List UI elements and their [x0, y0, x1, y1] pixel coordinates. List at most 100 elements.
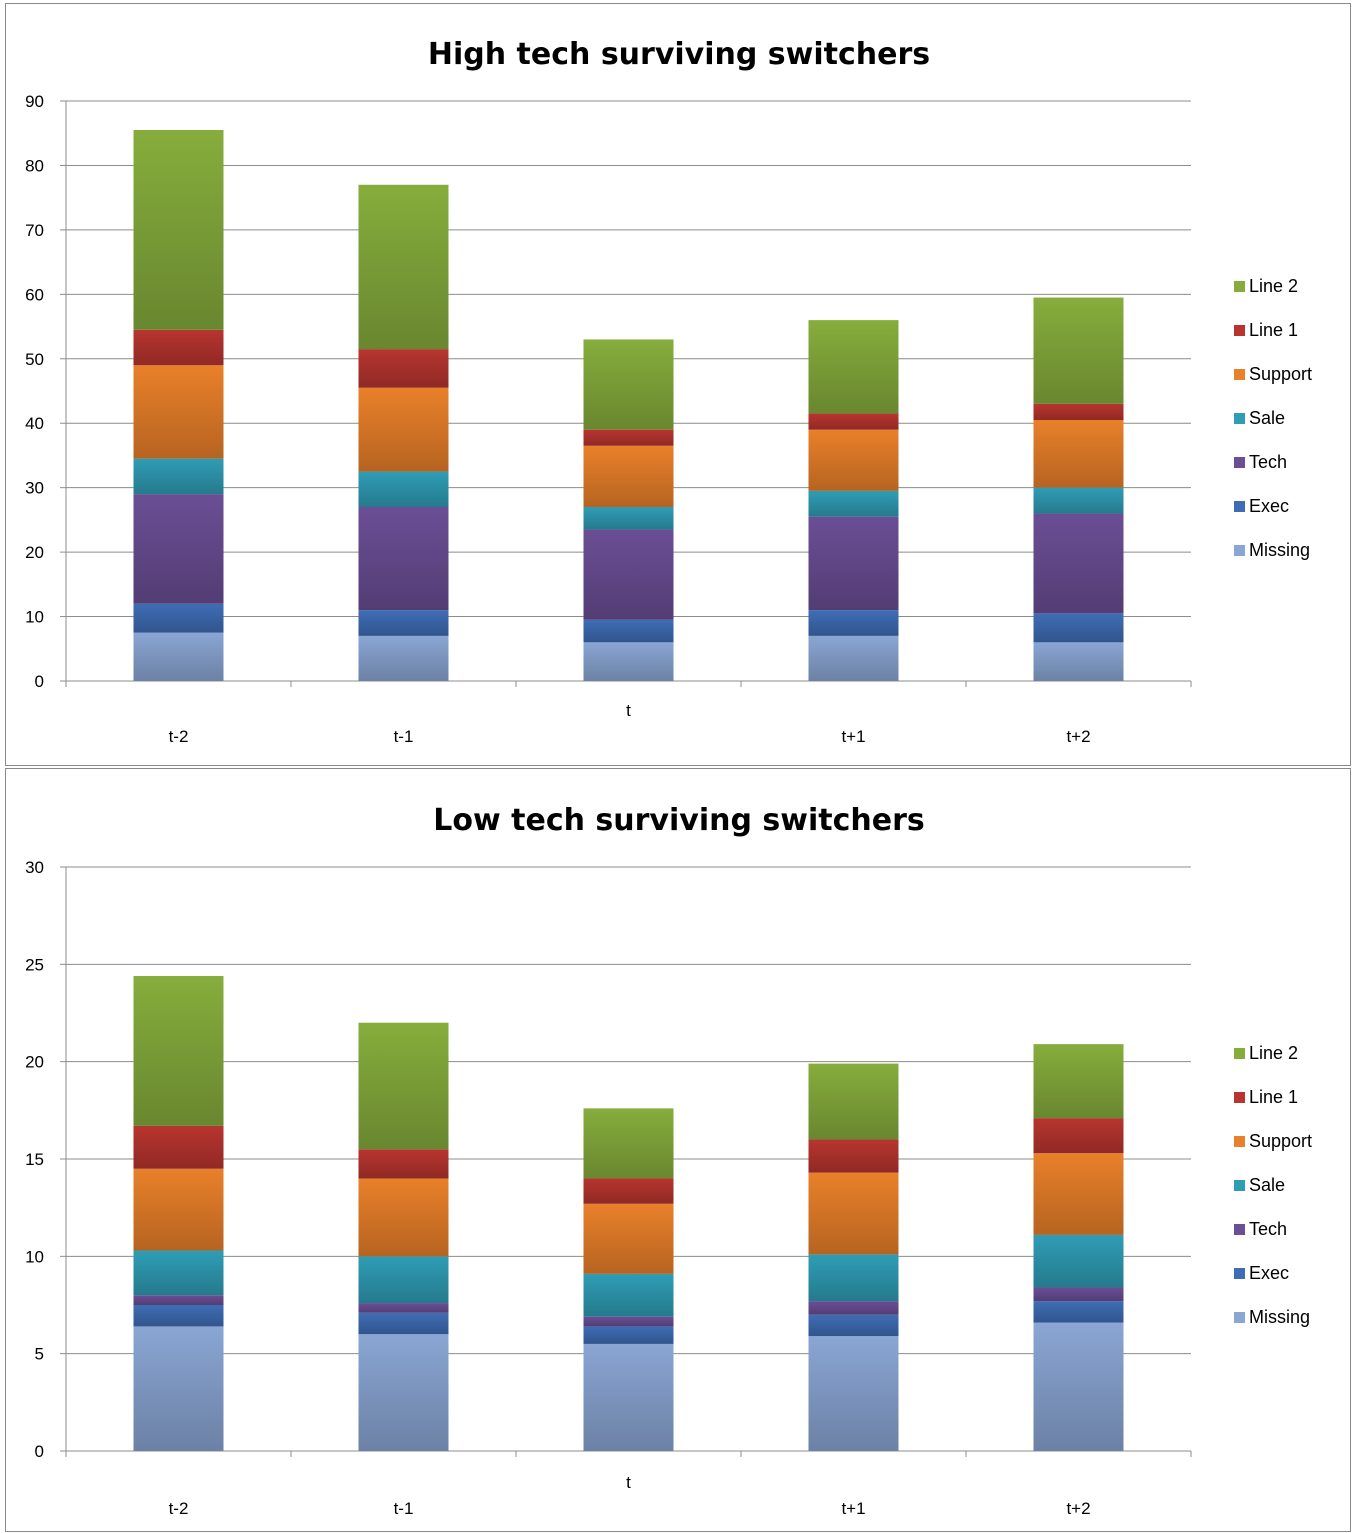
x-tick-label: t+1: [841, 1499, 865, 1518]
y-tick-label: 25: [25, 955, 44, 974]
legend-swatch-line-2: [1234, 1048, 1245, 1059]
y-tick-label: 5: [35, 1345, 44, 1364]
legend-swatch-tech: [1234, 1224, 1245, 1235]
bar-segment-line-1-t-2: [1033, 403, 1124, 420]
bar-segment-exec-t-2: [1033, 613, 1124, 643]
bar-segment-line-1-t: [583, 429, 674, 446]
y-tick-label: 30: [25, 858, 44, 877]
bar-segment-tech-t-2: [133, 1295, 224, 1305]
x-tick-label: t+2: [1066, 727, 1090, 746]
x-tick-label: t-2: [169, 1499, 189, 1518]
bar-segment-sale-t-2: [1033, 1234, 1124, 1288]
bar-segment-line-1-t-1: [808, 1139, 899, 1173]
legend-label-line-2: Line 2: [1249, 276, 1298, 296]
legend-label-support: Support: [1249, 364, 1312, 384]
legend-label-missing: Missing: [1249, 540, 1310, 560]
x-tick-label: t+2: [1066, 1499, 1090, 1518]
x-tick-label: t-1: [394, 727, 414, 746]
high-tech-chart-svg: High tech surviving switchers 0 10 20 30 40 5…: [25, 37, 1312, 746]
bar-segment-exec-t-1: [808, 1314, 899, 1337]
bar-segment-missing-t-1: [358, 635, 449, 681]
x-tick-label: t-2: [169, 727, 189, 746]
legend: Line 2 Line 1 Support Sale Tech Exec Missing: [1234, 276, 1312, 560]
bar-segment-sale-t: [583, 507, 674, 530]
legend-swatch-missing: [1234, 1312, 1245, 1323]
legend-swatch-sale: [1234, 413, 1245, 424]
bar-segment-line-2-t-2: [1033, 297, 1124, 404]
bar-segment-line-2-t-2: [1033, 1044, 1124, 1119]
bar-segment-support-t-1: [808, 1172, 899, 1255]
legend-label-tech: Tech: [1249, 452, 1287, 472]
bar-segment-line-1-t: [583, 1178, 674, 1204]
bar-segment-sale-t-1: [808, 1254, 899, 1302]
bar-segment-exec-t: [583, 619, 674, 643]
bar-segment-missing-t: [583, 1343, 674, 1451]
legend-swatch-line-1: [1234, 325, 1245, 336]
bar-segment-support-t-2: [1033, 1153, 1124, 1235]
bar-segment-support-t-2: [1033, 420, 1124, 488]
bar-segment-missing-t-1: [808, 1336, 899, 1451]
legend-swatch-line-2: [1234, 281, 1245, 292]
bar-segment-missing-t-2: [133, 632, 224, 681]
legend-label-line-1: Line 1: [1249, 320, 1298, 340]
y-tick-label: 15: [25, 1150, 44, 1169]
bar-segment-line-2-t: [583, 339, 674, 430]
chart-title: High tech surviving switchers: [428, 37, 930, 72]
bar-segment-missing-t-1: [808, 635, 899, 681]
y-tick-label: 10: [25, 1247, 44, 1266]
bar-segment-exec-t-1: [808, 610, 899, 636]
bar-segment-tech-t-2: [1033, 1287, 1124, 1302]
legend-label-line-1: Line 1: [1249, 1087, 1298, 1107]
bar-segment-exec-t-1: [358, 610, 449, 636]
bar-segment-sale-t-2: [133, 1250, 224, 1296]
y-tick-label: 70: [25, 221, 44, 240]
y-tick-label: 60: [25, 285, 44, 304]
low-tech-chart: Low tech surviving switchers 0 5 10 15 20 25 3…: [5, 768, 1351, 1532]
y-tick-label: 30: [25, 479, 44, 498]
y-tick-label: 80: [25, 156, 44, 175]
bar-segment-missing-t-1: [358, 1334, 449, 1451]
y-tick-label: 20: [25, 1053, 44, 1072]
y-tick-label: 0: [35, 1442, 44, 1461]
bar-segment-exec-t: [583, 1326, 674, 1344]
bar-segment-line-1-t-2: [133, 1125, 224, 1169]
legend-swatch-missing: [1234, 545, 1245, 556]
bar-segment-sale-t-1: [808, 490, 899, 517]
bar-segment-support-t-1: [808, 429, 899, 491]
bar-segment-sale-t-1: [358, 471, 449, 507]
legend-label-exec: Exec: [1249, 1263, 1289, 1283]
x-tick-label: t: [626, 1473, 631, 1492]
bar-segment-line-2-t-1: [808, 320, 899, 414]
bar-segment-sale-t-2: [1033, 487, 1124, 514]
y-tick-label: 40: [25, 414, 44, 433]
bar-segment-line-1-t-2: [1033, 1118, 1124, 1154]
bar-segment-sale-t: [583, 1273, 674, 1317]
legend-label-sale: Sale: [1249, 408, 1285, 428]
bar-segment-support-t: [583, 1203, 674, 1274]
bar-segment-missing-t: [583, 642, 674, 681]
bar-segment-tech-t-1: [808, 1301, 899, 1315]
bar-segment-sale-t-2: [133, 458, 224, 495]
y-tick-label: 90: [25, 92, 44, 111]
legend-label-tech: Tech: [1249, 1219, 1287, 1239]
bar-segment-line-1-t-1: [358, 349, 449, 388]
bar-segment-tech-t-1: [808, 516, 899, 611]
bar-segment-tech-t: [583, 529, 674, 620]
legend-swatch-support: [1234, 1136, 1245, 1147]
x-tick-label: t+1: [841, 727, 865, 746]
bar-segment-missing-t-2: [1033, 642, 1124, 681]
low-tech-chart-svg: Low tech surviving switchers 0 5 10 15 20 25 3…: [25, 803, 1312, 1518]
legend-label-line-2: Line 2: [1249, 1043, 1298, 1063]
legend-label-support: Support: [1249, 1131, 1312, 1151]
bar-segment-support-t: [583, 445, 674, 507]
legend-swatch-line-1: [1234, 1092, 1245, 1103]
x-tick-label: t-1: [394, 1499, 414, 1518]
bar-segment-support-t-1: [358, 387, 449, 472]
bar-segment-exec-t-1: [358, 1312, 449, 1335]
plot-area: 0 10 20 30 40 50 60 70 80 90 t-2 t-1 t t+1 t+2: [25, 92, 1192, 746]
bar-segment-line-2-t-2: [133, 976, 224, 1126]
bar-segment-missing-t-2: [1033, 1322, 1124, 1451]
bar-segment-sale-t-1: [358, 1256, 449, 1304]
bar-segment-missing-t-2: [133, 1326, 224, 1451]
bar-segment-line-2-t-1: [808, 1063, 899, 1140]
